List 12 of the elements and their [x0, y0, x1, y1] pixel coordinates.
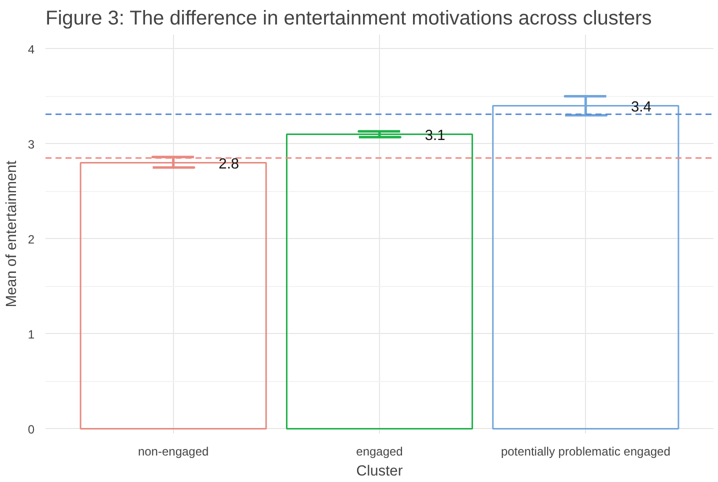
data-label: 2.8	[218, 156, 240, 172]
x-tick-label: engaged	[356, 444, 403, 458]
y-tick-label: 2	[28, 232, 35, 246]
x-tick-label: potentially problematic engaged	[500, 444, 670, 458]
x-tick-label: non-engaged	[138, 444, 209, 458]
chart-title: Figure 3: The difference in entertainment motivations across clusters	[46, 8, 652, 30]
y-tick-label: 4	[28, 42, 35, 56]
y-tick-label: 1	[28, 327, 35, 342]
y-tick-label: 0	[28, 422, 35, 436]
x-axis-title: Cluster	[356, 464, 403, 480]
y-axis-title: Mean of entertainment	[4, 160, 20, 308]
y-tick-label: 3	[28, 137, 35, 152]
